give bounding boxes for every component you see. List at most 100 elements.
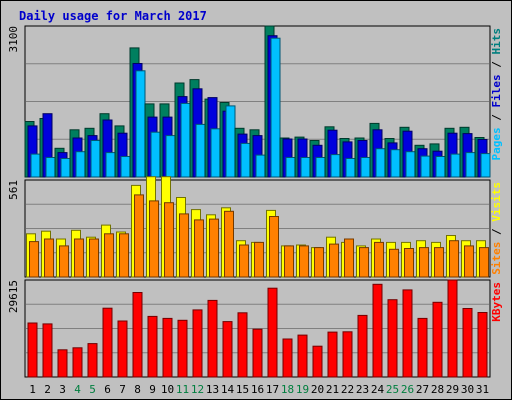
top-bar-pages-day-10 <box>165 135 176 178</box>
day-label-9: 9 <box>149 383 156 396</box>
bottom-bar-kbytes-day-28 <box>432 301 443 378</box>
top-side-label-part-2: Files <box>490 74 503 107</box>
top-side-label-part-0: Pages <box>490 127 503 160</box>
top-bar-pages-day-15 <box>240 142 251 178</box>
day-label-13: 13 <box>206 383 219 396</box>
top-panel: 3100 Pages / Files / Hits <box>7 25 503 178</box>
bottom-max-label: 29615 <box>7 280 20 313</box>
bottom-bar-kbytes-day-10 <box>162 317 173 378</box>
day-label-20: 20 <box>311 383 324 396</box>
day-label-19: 19 <box>296 383 309 396</box>
day-label-29: 29 <box>446 383 459 396</box>
bottom-side-label: KBytes <box>490 282 503 322</box>
middle-bar-sites-day-5 <box>89 238 99 278</box>
day-label-15: 15 <box>236 383 249 396</box>
day-label-31: 31 <box>476 383 489 396</box>
bottom-bar-kbytes-day-30 <box>462 308 473 378</box>
middle-bar-sites-day-8 <box>134 194 144 278</box>
middle-bar-sites-day-21 <box>329 243 339 278</box>
bottom-bar-kbytes-day-15 <box>237 312 248 378</box>
middle-bar-sites-day-16 <box>254 241 264 278</box>
bottom-bar-kbytes-day-27 <box>417 317 428 378</box>
top-bar-pages-day-11 <box>180 102 191 178</box>
bottom-bar-kbytes-day-2 <box>42 323 53 378</box>
middle-max-label: 561 <box>7 180 20 200</box>
top-bar-pages-day-22 <box>345 158 356 178</box>
bottom-bar-kbytes-day-23 <box>357 314 368 378</box>
top-bar-pages-day-18 <box>285 157 296 178</box>
middle-bar-sites-day-2 <box>44 238 54 278</box>
top-bar-pages-day-8 <box>135 70 146 178</box>
bottom-bar-kbytes-day-12 <box>192 309 203 378</box>
top-bar-pages-day-7 <box>120 156 131 178</box>
day-label-30: 30 <box>461 383 474 396</box>
top-bar-pages-day-27 <box>420 155 431 178</box>
bottom-bar-kbytes-day-11 <box>177 319 188 378</box>
middle-bar-sites-day-26 <box>404 248 414 278</box>
middle-bar-sites-day-7 <box>119 233 129 278</box>
day-label-5: 5 <box>89 383 96 396</box>
middle-bar-sites-day-6 <box>104 233 114 278</box>
top-bar-pages-day-5 <box>90 140 101 178</box>
middle-side-label-part-0: Sites <box>490 242 503 275</box>
middle-bar-sites-day-23 <box>359 247 369 278</box>
top-bar-pages-day-21 <box>330 154 341 178</box>
middle-bar-sites-day-15 <box>239 244 249 278</box>
top-bar-pages-day-3 <box>60 158 71 178</box>
bottom-bar-kbytes-day-19 <box>297 334 308 378</box>
middle-bar-sites-day-18 <box>284 245 294 278</box>
bottom-bar-kbytes-day-18 <box>282 338 293 378</box>
bottom-bar-kbytes-day-26 <box>402 289 413 378</box>
bottom-bar-kbytes-day-4 <box>72 347 83 378</box>
middle-bar-sites-day-30 <box>464 245 474 278</box>
bottom-bar-kbytes-day-14 <box>222 321 233 378</box>
bottom-bar-kbytes-day-16 <box>252 328 263 378</box>
middle-bar-sites-day-11 <box>179 213 189 278</box>
bottom-bar-kbytes-day-1 <box>27 322 38 378</box>
bottom-bar-kbytes-day-21 <box>327 331 338 378</box>
top-bar-pages-day-26 <box>405 151 416 178</box>
top-bar-pages-day-2 <box>45 157 56 178</box>
bottom-bar-kbytes-day-13 <box>207 299 218 378</box>
top-side-label-part-1: / <box>490 108 503 128</box>
bottom-bar-kbytes-day-22 <box>342 331 353 378</box>
middle-bar-sites-day-24 <box>374 241 384 278</box>
bottom-panel: 29615 KBytes <box>7 279 503 378</box>
middle-side-label: Sites / Visits <box>490 182 503 275</box>
middle-bar-sites-day-29 <box>449 240 459 278</box>
top-bar-pages-day-25 <box>390 149 401 178</box>
day-label-4: 4 <box>74 383 81 396</box>
day-label-17: 17 <box>266 383 279 396</box>
bottom-side-label-part-0: KBytes <box>490 282 503 322</box>
middle-bar-sites-day-20 <box>314 247 324 278</box>
day-label-27: 27 <box>416 383 429 396</box>
middle-side-label-part-2: Visits <box>490 182 503 222</box>
top-bar-pages-day-6 <box>105 152 116 178</box>
bottom-bar-kbytes-day-29 <box>447 279 458 378</box>
top-side-label: Pages / Files / Hits <box>490 28 503 161</box>
day-label-8: 8 <box>134 383 141 396</box>
middle-bar-sites-day-9 <box>149 200 159 278</box>
bottom-bar-kbytes-day-5 <box>87 343 98 378</box>
top-bar-pages-day-9 <box>150 131 161 178</box>
day-label-28: 28 <box>431 383 444 396</box>
middle-bar-sites-day-10 <box>164 202 174 278</box>
middle-bar-sites-day-19 <box>299 245 309 278</box>
bottom-bar-kbytes-day-20 <box>312 345 323 378</box>
day-label-21: 21 <box>326 383 339 396</box>
middle-bar-sites-day-28 <box>434 247 444 278</box>
top-bar-pages-day-17 <box>270 37 281 178</box>
middle-bar-sites-day-31 <box>479 247 489 278</box>
middle-bar-sites-day-25 <box>389 248 399 278</box>
day-label-3: 3 <box>59 383 66 396</box>
bottom-bar-kbytes-day-6 <box>102 307 113 378</box>
top-bar-pages-day-29 <box>450 153 461 178</box>
day-label-14: 14 <box>221 383 235 396</box>
day-label-16: 16 <box>251 383 264 396</box>
top-side-label-part-4: Hits <box>490 28 503 55</box>
middle-bar-sites-day-3 <box>59 245 69 278</box>
bottom-bar-kbytes-day-3 <box>57 349 68 378</box>
bottom-bar-kbytes-day-24 <box>372 283 383 378</box>
top-bar-pages-day-28 <box>435 156 446 178</box>
